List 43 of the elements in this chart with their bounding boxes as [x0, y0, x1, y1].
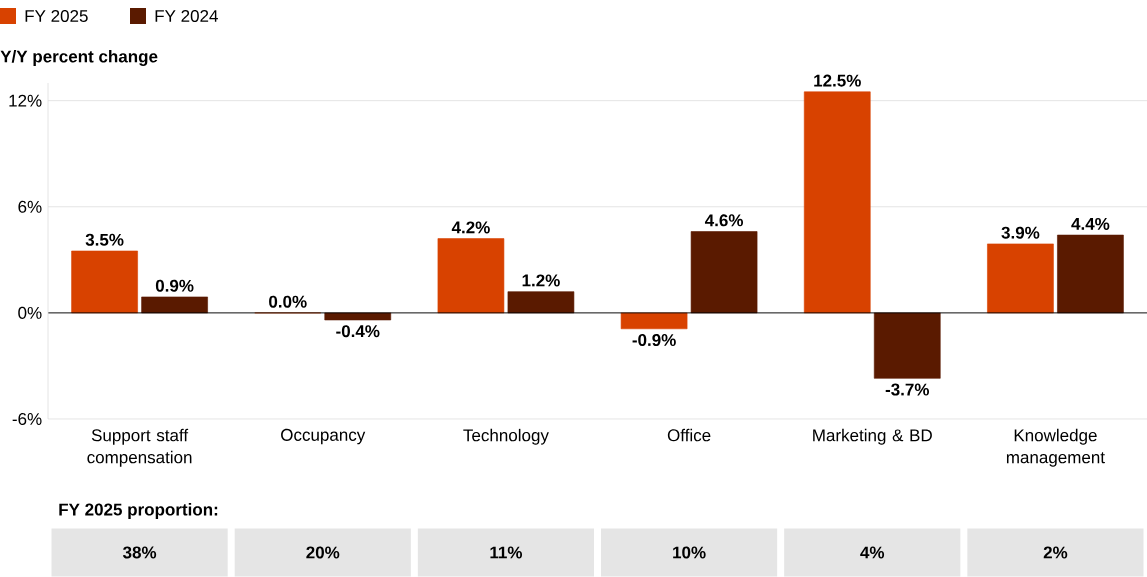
data-label: -3.7%	[885, 383, 930, 396]
legend-label: FY 2025	[25, 9, 88, 23]
bar	[507, 291, 575, 314]
x-tick-label: Knowledge management	[1006, 428, 1105, 467]
bar	[873, 312, 941, 379]
text: FY 2025 proportion:	[59, 503, 218, 519]
data-label: 12.5%	[814, 74, 861, 87]
bar	[1057, 234, 1124, 314]
bar	[803, 91, 871, 314]
x-tick-label: Occupancy	[281, 428, 366, 445]
x-tick-label: Marketing & BD	[813, 428, 932, 445]
data-label: 4.6%	[704, 214, 744, 227]
bar	[71, 250, 138, 314]
text: 4%	[860, 546, 885, 559]
bar	[141, 296, 208, 314]
y-axis-title: Y/Y percent change	[0, 50, 158, 66]
data-label: 0.0%	[269, 295, 307, 308]
bar	[987, 243, 1054, 314]
y-tick-label: 12%	[9, 94, 42, 107]
bar	[690, 231, 758, 314]
legend-label: FY 2024	[155, 9, 218, 23]
x-tick-label: Support staff compensation	[87, 428, 192, 467]
y-tick-label: -6%	[12, 412, 42, 426]
data-label: 4.2%	[451, 221, 490, 234]
data-label: 3.5%	[85, 233, 124, 246]
text: 2%	[1043, 546, 1068, 559]
x-tick-label: Office	[667, 428, 711, 442]
bar	[620, 312, 688, 330]
x-tick-label: Technology	[463, 428, 549, 445]
data-label: 3.9%	[1001, 226, 1040, 239]
text: 38%	[122, 546, 157, 559]
bar	[324, 312, 392, 321]
bar	[437, 238, 505, 314]
text: 11%	[490, 546, 523, 559]
data-label: 1.2%	[522, 274, 560, 287]
y-tick-label: 6%	[18, 200, 42, 213]
data-label: -0.4%	[336, 325, 380, 338]
text: 20%	[306, 546, 340, 559]
data-label: 4.4%	[1071, 217, 1110, 230]
data-label: 0.9%	[155, 279, 194, 292]
text: 10%	[673, 546, 706, 559]
data-label: -0.9%	[632, 333, 676, 347]
y-tick-label: 0%	[18, 306, 42, 319]
